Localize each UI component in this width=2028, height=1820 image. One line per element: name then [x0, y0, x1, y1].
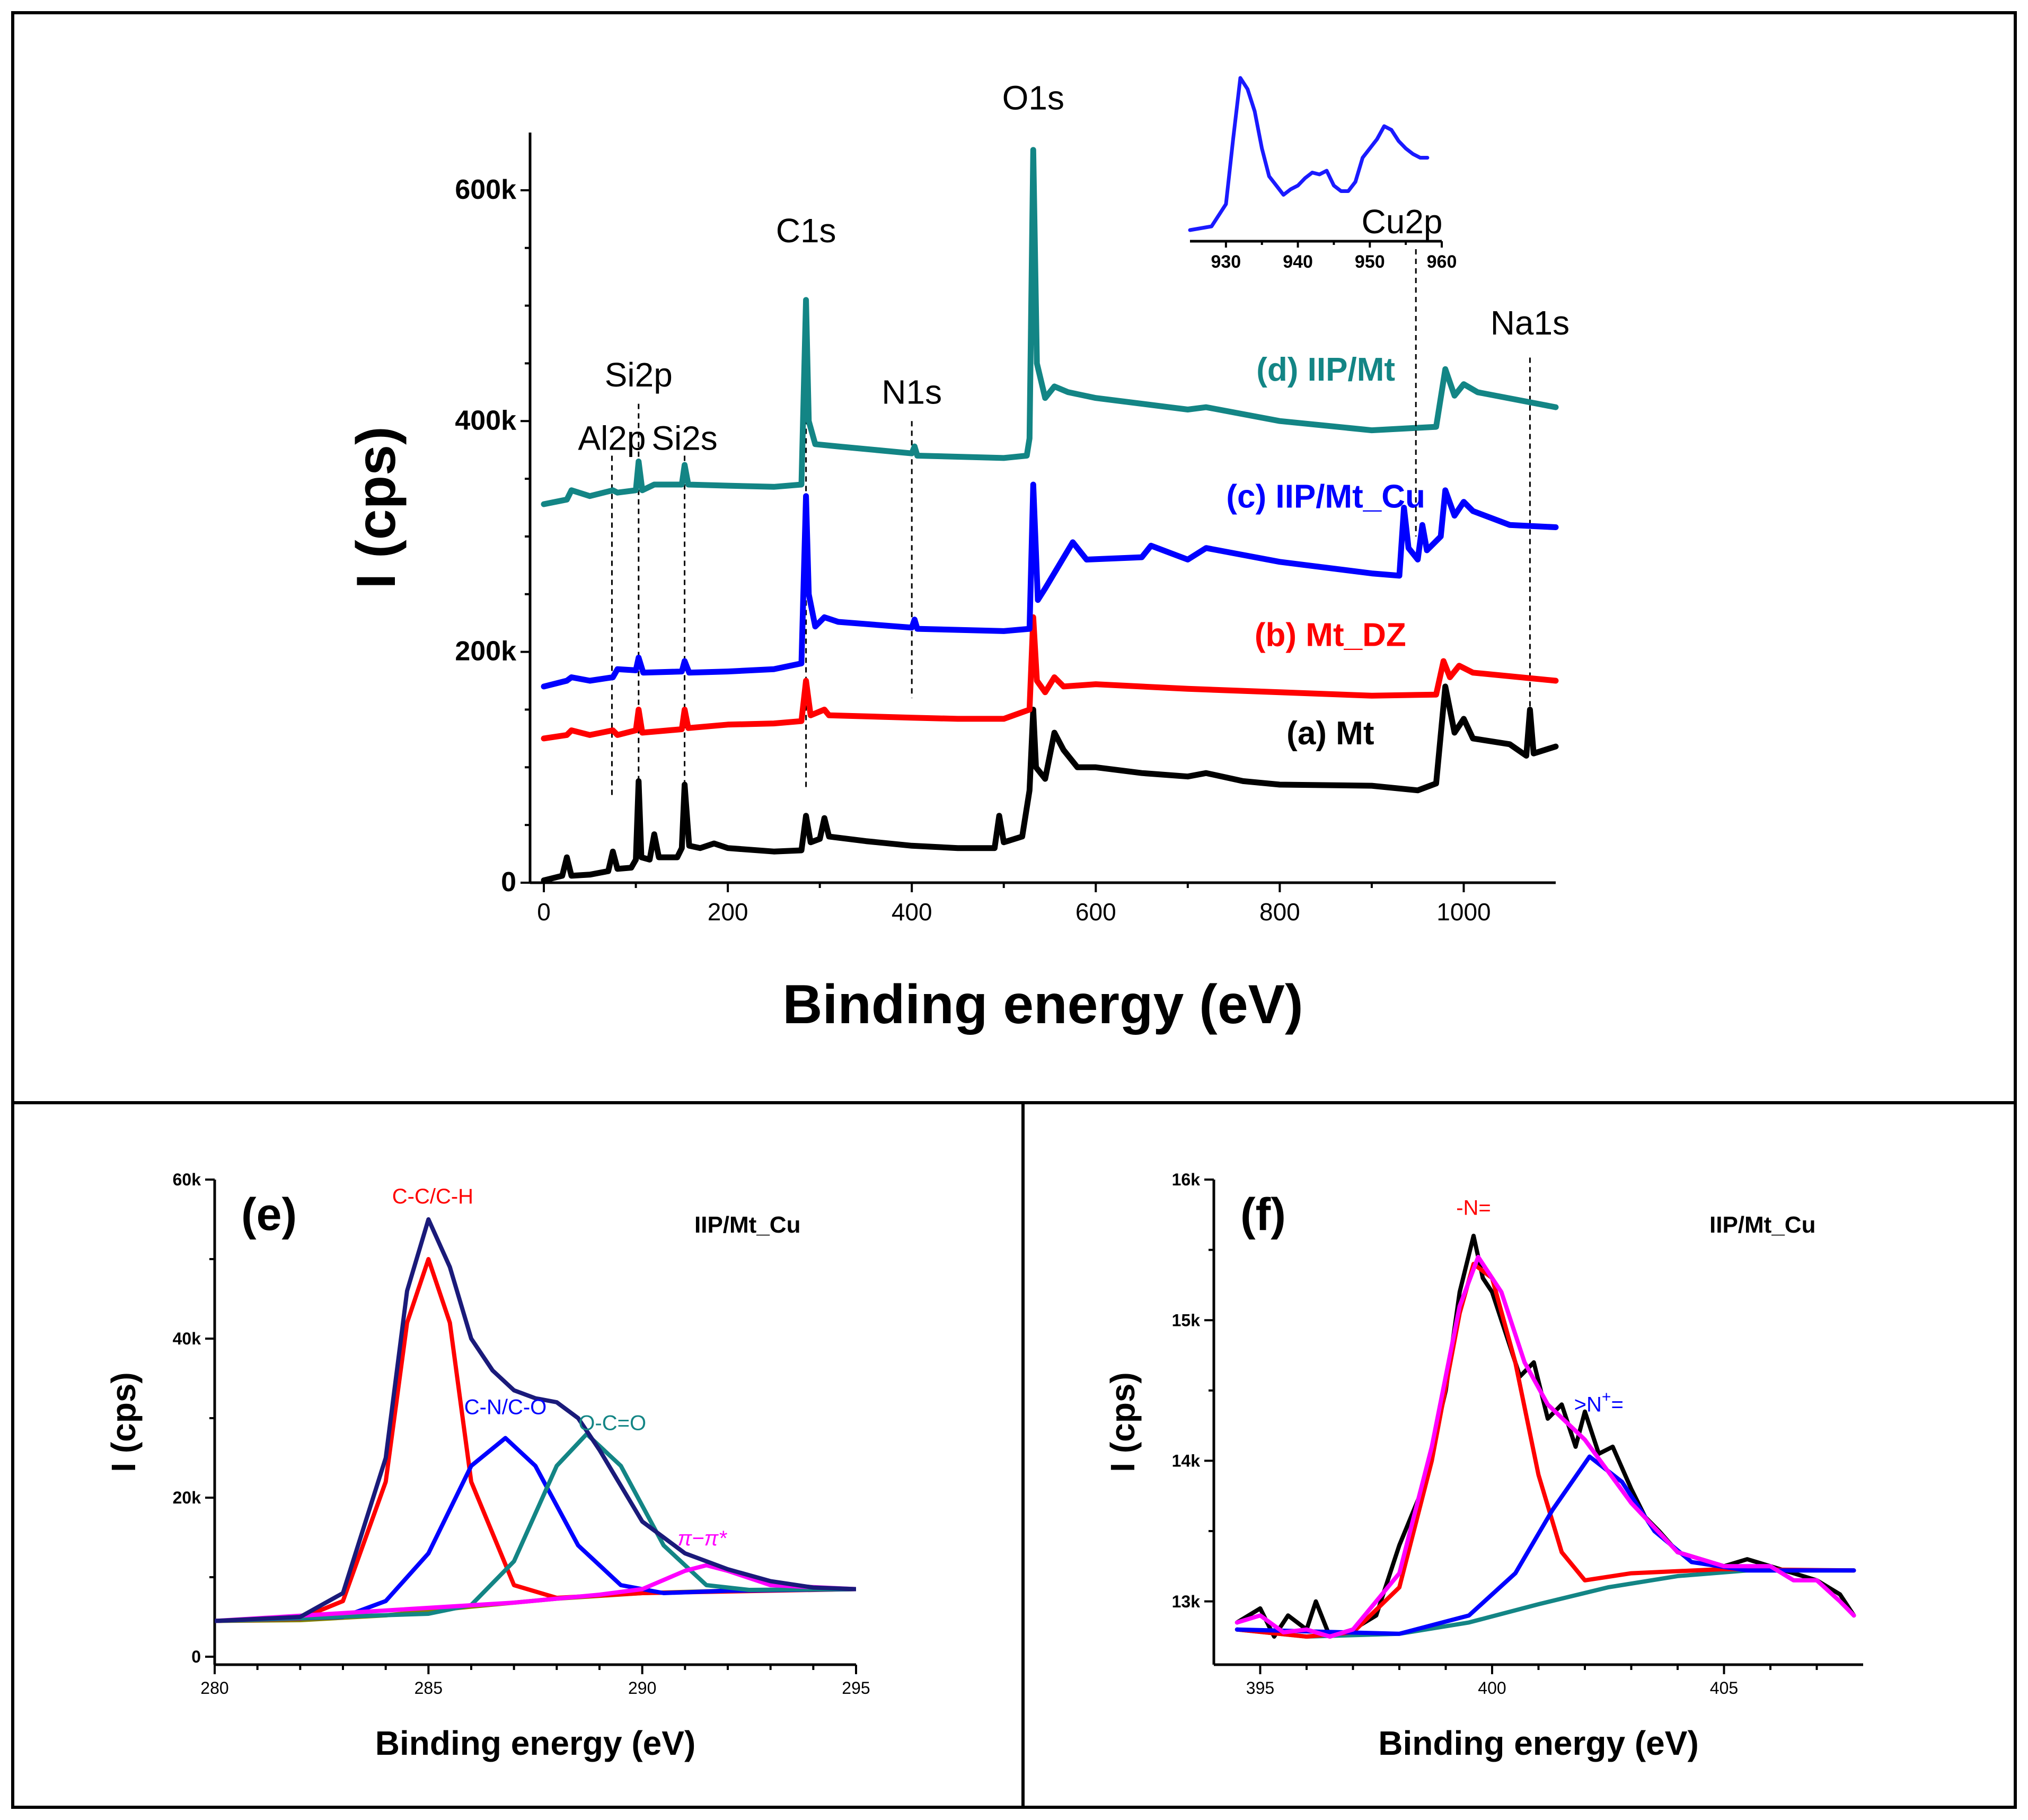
x-tick-label: 200: [708, 898, 748, 926]
peak-label-si2s: Si2s: [651, 419, 718, 458]
cu2p-inset: 930 940 950 960 Cu2p: [1188, 76, 1457, 537]
n1s-spectrum-panel: 395 400 405 13k 14k 15k 16k Binding energy (eV)…: [1104, 1170, 1863, 1762]
peak-label-n1s: N1s: [881, 373, 942, 411]
y-axis-title: I (cps): [1104, 1372, 1142, 1472]
x-tick-label: 600: [1075, 898, 1116, 926]
legend-label-d-iip-mt: (d) IIP/Mt: [1256, 351, 1395, 388]
plot-area: [1235, 1234, 1856, 1639]
x-axis-title: Binding energy (eV): [1378, 1724, 1699, 1762]
y-tick-label: 60k: [173, 1170, 201, 1189]
x-tick-label: 295: [842, 1678, 870, 1698]
peak-label-c-n-c-o: C-N/C-O: [464, 1396, 547, 1419]
peak-label-o-c-o: O-C=O: [578, 1412, 646, 1435]
panel-label: (f): [1240, 1189, 1286, 1240]
peak-label-superscript: +: [1602, 1388, 1611, 1406]
x-axis-title: Binding energy (eV): [375, 1724, 696, 1762]
peak-label-n: -N=: [1456, 1196, 1491, 1219]
inset-x-tick-label: 930: [1211, 252, 1241, 272]
peak-label-c1s: C1s: [776, 212, 836, 250]
legend-label-a-mt: (a) Mt: [1286, 715, 1374, 752]
inset-x-tick-label: 960: [1427, 252, 1457, 272]
y-tick-label: 13k: [1172, 1592, 1201, 1611]
inset-x-tick-label: 940: [1283, 252, 1313, 272]
series-c-iip-mt-cu: [541, 481, 1559, 690]
legend-label-c-iip-mt-cu: (c) IIP/Mt_Cu: [1226, 479, 1425, 515]
series-b-mt-dz: [541, 614, 1559, 742]
series-: [215, 1563, 856, 1623]
x-tick-label: 285: [415, 1678, 443, 1698]
y-tick-label: 0: [191, 1647, 201, 1666]
c1s-spectrum-panel: 280 285 290 295 0 20k 40k 60k Binding energy (eV…: [104, 1170, 870, 1762]
peak-label-si2p: Si2p: [605, 356, 673, 394]
x-tick-label: 0: [537, 898, 551, 926]
x-tick-label: 405: [1710, 1678, 1738, 1698]
peak-label-tail: =: [1611, 1393, 1623, 1417]
y-tick-label: 400k: [455, 405, 516, 436]
x-axis-title: Binding energy (eV): [782, 974, 1303, 1035]
panel-label: (e): [241, 1189, 297, 1240]
y-tick-label: 0: [501, 867, 516, 898]
sample-label: IIP/Mt_Cu: [694, 1212, 800, 1238]
inset-title: Cu2p: [1362, 203, 1443, 241]
y-tick-label: 15k: [1172, 1311, 1201, 1330]
x-tick-label: 400: [1478, 1678, 1506, 1698]
inset-x-tick-label: 950: [1355, 252, 1385, 272]
x-tick-label: 400: [892, 898, 932, 926]
survey-spectrum-panel: 0 200 400 600 800 1000 0 200k 400k 600k Binding en…: [346, 76, 1570, 1035]
series-c-n-c-o: [215, 1436, 856, 1623]
peak-label-al2p: Al2p: [578, 419, 646, 458]
peak-label-o1s: O1s: [1002, 78, 1064, 117]
x-tick-label: 290: [628, 1678, 656, 1698]
peak-label-: π−π*: [677, 1527, 727, 1550]
y-tick-label: 14k: [1172, 1452, 1201, 1471]
y-axis-title: I (cps): [346, 426, 407, 588]
series-a-mt: [541, 683, 1559, 884]
x-tick-label: 800: [1259, 898, 1300, 926]
series-envelope: [1235, 1254, 1856, 1639]
sample-label: IIP/Mt_Cu: [1709, 1212, 1815, 1238]
peak-label-na1s: Na1s: [1491, 304, 1570, 342]
series-n: [1235, 1454, 1856, 1636]
y-tick-label: 20k: [173, 1488, 201, 1507]
x-tick-label: 1000: [1436, 898, 1491, 926]
x-tick-label: 280: [200, 1678, 228, 1698]
series-envelope: [215, 1217, 856, 1623]
peak-label-n: >N+=: [1574, 1388, 1624, 1417]
y-tick-label: 16k: [1172, 1170, 1201, 1189]
legend-label-b-mt-dz: (b) Mt_DZ: [1255, 617, 1406, 654]
y-tick-label: 40k: [173, 1329, 201, 1348]
y-axis-title: I (cps): [104, 1372, 143, 1472]
peak-label-c-c-c-h: C-C/C-H: [392, 1185, 473, 1208]
inset-series-cu2p: [1188, 76, 1430, 232]
x-tick-label: 395: [1246, 1678, 1274, 1698]
figure-frame: [11, 11, 2017, 1809]
plot-area: [215, 1217, 856, 1623]
y-tick-label: 600k: [455, 174, 516, 205]
series-d-iip-mt: [541, 147, 1559, 507]
y-tick-label: 200k: [455, 636, 516, 667]
